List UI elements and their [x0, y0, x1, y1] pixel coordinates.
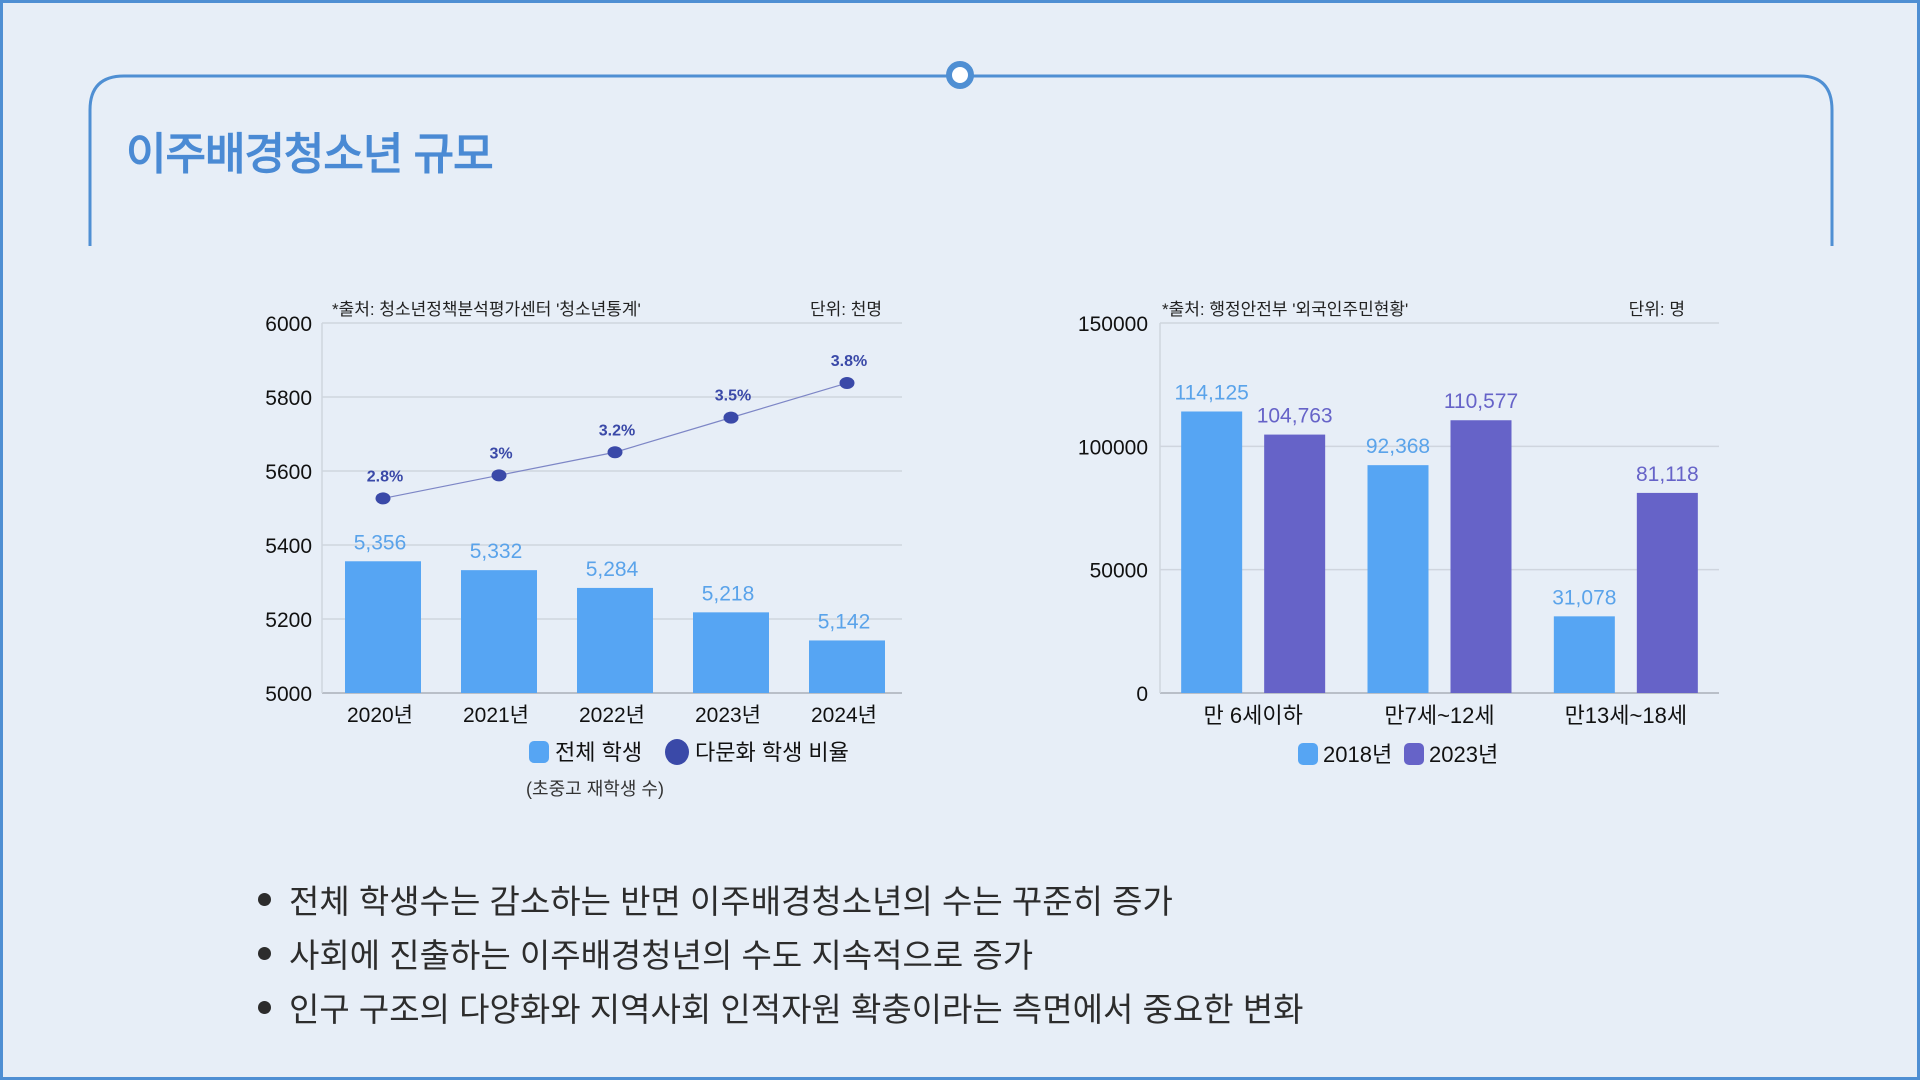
bar-data-label: 5,284 [586, 558, 639, 581]
y-tick-label: 5800 [265, 387, 312, 410]
header-ring-icon [946, 61, 974, 89]
bar-data-label: 5,142 [818, 610, 871, 633]
bullet-dot-icon [258, 946, 271, 960]
y-tick-label: 100000 [1078, 436, 1148, 459]
page-title: 이주배경청소년 규모 [126, 130, 494, 179]
bar [1181, 411, 1243, 693]
x-tick-label: 2021년 [463, 704, 529, 727]
y-tick-label: 150000 [1078, 313, 1148, 336]
line-data-label: 3.2% [599, 422, 635, 439]
x-tick-label: 2023년 [695, 704, 761, 727]
line-data-label: 3.8% [831, 353, 867, 370]
bar [1553, 616, 1615, 693]
bar [345, 561, 421, 693]
bullet-item: 인구 구조의 다양화와 지역사회 인적자원 확충이라는 측면에서 중요한 변화 [258, 980, 1304, 1034]
bullet-dot-icon [258, 892, 271, 906]
chart-source-note: *출처: 행정안전부 '외국인주민현황' [1162, 300, 1408, 319]
bar-data-label: 5,356 [354, 531, 407, 554]
chart-unit-label: 단위: 명 [1629, 300, 1685, 319]
line-data-label: 3.5% [715, 388, 751, 405]
y-tick-label: 5400 [265, 535, 312, 558]
chart-unit-label: 단위: 천명 [810, 300, 882, 319]
line-point [375, 492, 391, 505]
bar-data-label: 31,078 [1552, 586, 1616, 609]
x-tick-label: 2022년 [579, 704, 645, 727]
line-point [607, 446, 623, 459]
legend-label: 2018년 [1323, 742, 1392, 767]
legend-swatch [1298, 743, 1318, 765]
line-point [839, 377, 855, 390]
legend-label: 다문화 학생 비율 [695, 740, 849, 765]
bullet-text: 사회에 진출하는 이주배경청년의 수도 지속적으로 증가 [289, 937, 1034, 974]
x-tick-label: 만 6세이하 [1204, 703, 1303, 728]
x-tick-label: 2020년 [347, 704, 413, 727]
line-point [723, 411, 739, 424]
y-tick-label: 5600 [265, 461, 312, 484]
x-tick-label: 2024년 [811, 704, 877, 727]
legend-label: 전체 학생 [555, 740, 642, 765]
bar [1450, 420, 1512, 693]
y-tick-label: 0 [1136, 683, 1148, 706]
line-point [491, 469, 507, 482]
bar [577, 587, 653, 693]
bar [693, 612, 769, 693]
bar-data-label: 104,763 [1257, 405, 1333, 428]
bar-data-label: 114,125 [1174, 381, 1248, 404]
x-tick-label: 만7세~12세 [1384, 703, 1494, 728]
y-tick-label: 5000 [265, 683, 312, 706]
y-tick-label: 5200 [265, 609, 312, 632]
bar-data-label: 5,332 [470, 540, 523, 563]
legend-label: 2023년 [1429, 742, 1498, 767]
bullet-text: 인구 구조의 다양화와 지역사회 인적자원 확충이라는 측면에서 중요한 변화 [289, 991, 1304, 1028]
bar [1636, 492, 1698, 693]
x-tick-label: 만13세~18세 [1565, 703, 1688, 728]
y-tick-label: 6000 [265, 313, 312, 336]
bar [809, 640, 885, 693]
bullet-text: 전체 학생수는 감소하는 반면 이주배경청소년의 수는 꾸준히 증가 [289, 883, 1173, 920]
legend-swatch-bar [529, 741, 549, 763]
bar [1367, 465, 1429, 693]
bar-data-label: 5,218 [702, 582, 755, 605]
bar-data-label: 110,577 [1444, 390, 1518, 413]
legend-note: (초중고 재학생 수) [526, 779, 664, 799]
bar-data-label: 92,368 [1366, 435, 1430, 458]
chart-source-note: *출처: 청소년정책분석평가센터 '청소년통계' [332, 300, 641, 319]
bar [1264, 434, 1326, 693]
bar-data-label: 81,118 [1636, 463, 1699, 486]
legend-swatch [1404, 743, 1424, 765]
bullet-dot-icon [258, 1000, 271, 1014]
bar [461, 570, 537, 693]
y-tick-label: 50000 [1090, 560, 1148, 583]
legend-swatch-line [665, 739, 689, 765]
line-data-label: 3% [489, 445, 512, 462]
bullet-item: 전체 학생수는 감소하는 반면 이주배경청소년의 수는 꾸준히 증가 [258, 872, 1304, 926]
bullet-list: 전체 학생수는 감소하는 반면 이주배경청소년의 수는 꾸준히 증가 사회에 진… [258, 872, 1304, 1034]
bullet-item: 사회에 진출하는 이주배경청년의 수도 지속적으로 증가 [258, 926, 1304, 980]
line-data-label: 2.8% [367, 468, 403, 485]
